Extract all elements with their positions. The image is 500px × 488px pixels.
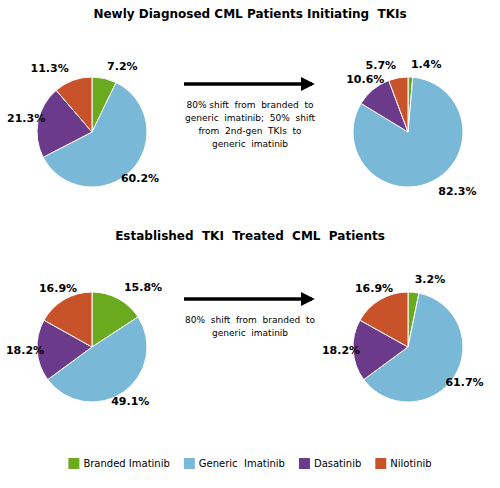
pie-slice: [353, 77, 463, 187]
data-label: 1.4%: [411, 58, 442, 71]
legend-label: Generic Imatinib: [199, 458, 285, 469]
pie: 7.2% 60.2% 21.3% 11.3%: [7, 60, 159, 187]
data-label: 16.9%: [39, 282, 77, 295]
legend-item: Nilotinib: [375, 458, 431, 469]
annotation: generic imatinib: [212, 139, 288, 149]
pie-slice: [360, 292, 408, 347]
data-label: 3.2%: [415, 273, 446, 286]
chart: Newly Diagnosed CML Patients Initiating …: [0, 0, 500, 488]
legend-swatch: [375, 458, 386, 469]
arrow: [184, 82, 312, 86]
legend-swatch: [299, 458, 310, 469]
pie-slice: [56, 77, 92, 132]
data-label: 82.3%: [438, 185, 476, 198]
legend-label: Nilotinib: [390, 458, 431, 469]
pie: 15.8% 49.1% 18.2% 16.9%: [6, 281, 162, 408]
pie: 3.2% 61.7% 18.2% 16.9%: [322, 273, 484, 402]
data-label: 10.6%: [346, 73, 384, 86]
title: Newly Diagnosed CML Patients Initiating …: [93, 7, 406, 21]
pie: 1.4% 82.3% 10.6%5.7%: [346, 58, 476, 198]
data-label: 18.2%: [322, 344, 360, 357]
data-label: 61.7%: [445, 376, 483, 389]
legend: Branded Imatinib Generic Imatinib Dasatini…: [68, 458, 431, 469]
legend-item: Generic Imatinib: [184, 458, 285, 469]
legend-item: Dasatinib: [299, 458, 361, 469]
annotation: generic imatinib: [212, 328, 288, 338]
data-label: 49.1%: [111, 395, 149, 408]
legend-swatch: [68, 458, 79, 469]
annotation: generic imatinib; 50% shift: [185, 113, 315, 123]
data-label: 18.2%: [6, 344, 44, 357]
legend-item: Branded Imatinib: [68, 458, 169, 469]
data-label: 5.7%: [366, 59, 397, 72]
data-label: 60.2%: [121, 172, 159, 185]
data-label: 21.3%: [7, 112, 45, 125]
title: Established TKI Treated CML Patients: [115, 229, 385, 243]
data-label: 16.9%: [355, 282, 393, 295]
legend-label: Dasatinib: [314, 458, 361, 469]
annotation: from 2nd-gen TKIs to: [198, 126, 302, 136]
pie-slice: [44, 292, 92, 347]
legend-swatch: [184, 458, 195, 469]
data-label: 7.2%: [107, 60, 138, 73]
data-label: 11.3%: [31, 62, 69, 75]
pie-slice: [389, 77, 408, 132]
legend-label: Branded Imatinib: [83, 458, 169, 469]
annotation: 80% shift from branded to: [185, 315, 315, 325]
arrow: [184, 297, 312, 301]
annotation: 80% shift from branded to: [186, 100, 314, 110]
data-label: 15.8%: [124, 281, 162, 294]
